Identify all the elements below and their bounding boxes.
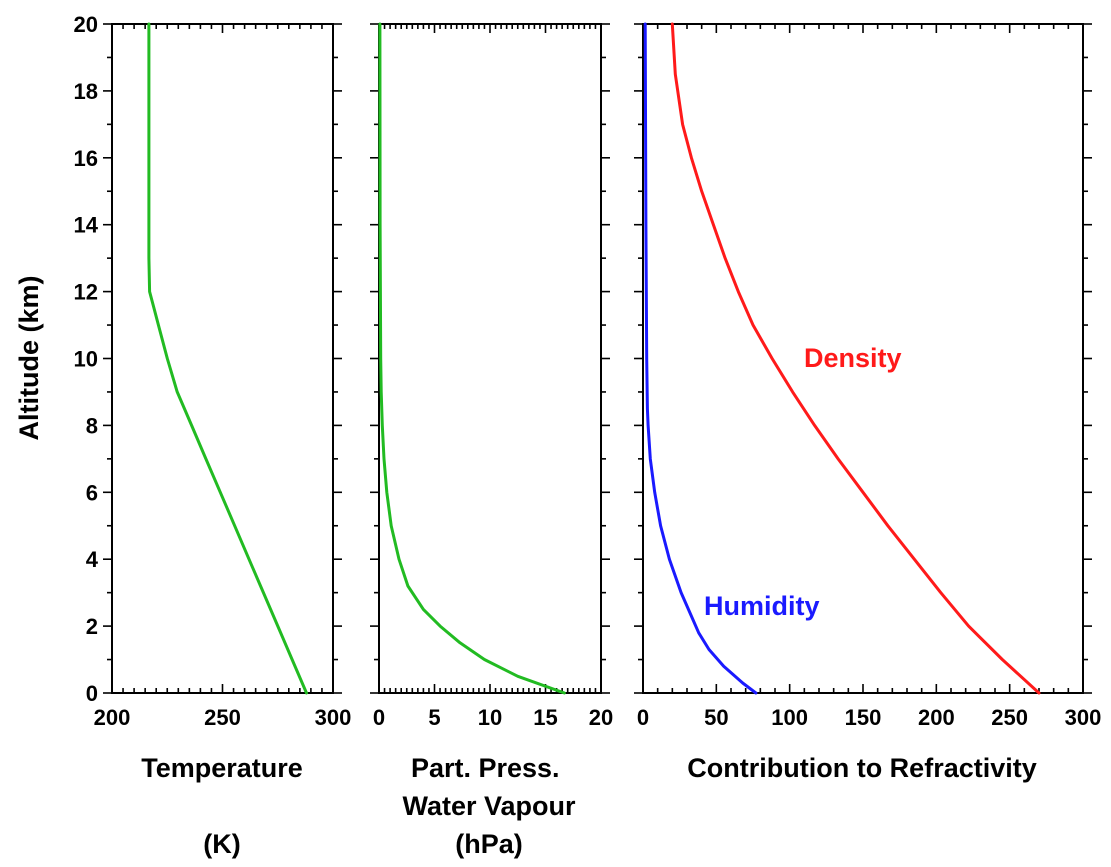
y-tick-label: 16 (74, 146, 98, 171)
temperature-axis-title: Temperature (141, 753, 303, 783)
water-vapour-panel: 0 5 10 15 20 (370, 22, 613, 730)
x-tick-label: 300 (315, 705, 352, 730)
water-vapour-axis-unit: (hPa) (455, 829, 523, 859)
y-tick-label: 2 (86, 614, 98, 639)
x-tick-label: 200 (918, 705, 955, 730)
refractivity-panel: 0 50 100 150 200 250 300 (634, 22, 1102, 730)
x-tick-label: 0 (373, 705, 385, 730)
x-tick-label: 100 (771, 705, 808, 730)
series-line (670, 22, 1041, 695)
y-tick-label: 20 (74, 12, 98, 37)
y-tick-label: 10 (74, 347, 98, 372)
x-tick-label: 0 (637, 705, 649, 730)
y-tick-label: 0 (86, 681, 98, 706)
x-tick-label: 200 (94, 705, 131, 730)
series-line (643, 22, 758, 695)
temperature-axis-unit: (K) (203, 829, 240, 859)
y-tick-label: 14 (74, 213, 99, 238)
y-tick-label: 4 (86, 547, 99, 572)
density-annotation: Density (804, 343, 902, 373)
y-tick-label: 12 (74, 280, 98, 305)
x-tick-label: 300 (1065, 705, 1102, 730)
series-line (147, 22, 308, 695)
x-tick-label: 150 (845, 705, 882, 730)
y-tick-label: 18 (74, 79, 98, 104)
x-tick-label: 10 (478, 705, 502, 730)
y-tick-label: 8 (86, 413, 98, 438)
x-tick-label: 250 (991, 705, 1028, 730)
x-tick-label: 20 (589, 705, 613, 730)
x-tick-label: 15 (533, 705, 557, 730)
x-tick-label: 250 (204, 705, 241, 730)
refractivity-axis-title: Contribution to Refractivity (687, 753, 1037, 783)
plot-frame (111, 23, 334, 694)
y-tick-label: 6 (86, 480, 98, 505)
temperature-panel: 200 250 300 0 2 4 6 8 10 12 14 16 18 20 (74, 12, 352, 730)
x-tick-label: 50 (704, 705, 728, 730)
x-tick-label: 5 (428, 705, 440, 730)
y-axis-title: Altitude (km) (14, 276, 44, 441)
humidity-annotation: Humidity (704, 591, 820, 621)
water-vapour-axis-title: Part. Press. Water Vapour (402, 753, 576, 821)
series-line (378, 22, 566, 695)
